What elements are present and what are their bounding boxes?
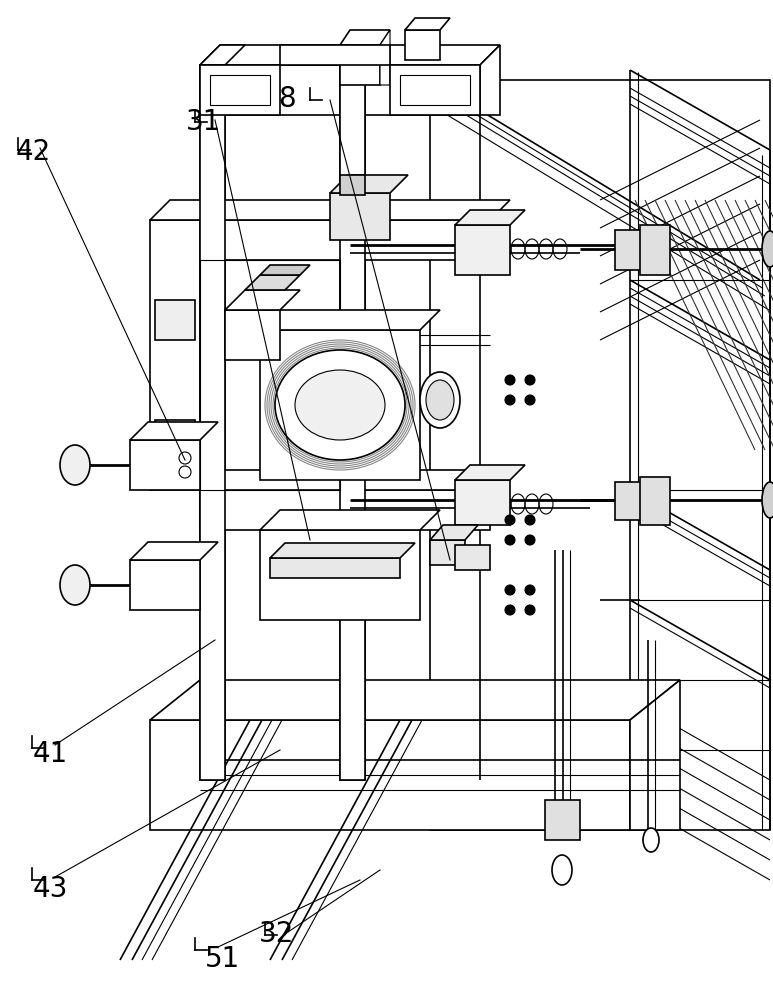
Ellipse shape (505, 395, 515, 405)
Ellipse shape (525, 395, 535, 405)
Ellipse shape (525, 515, 535, 525)
Polygon shape (200, 65, 280, 115)
Text: 42: 42 (15, 138, 51, 166)
Ellipse shape (426, 380, 454, 420)
Polygon shape (640, 477, 670, 525)
Polygon shape (200, 200, 510, 220)
Polygon shape (155, 420, 195, 460)
Polygon shape (225, 290, 300, 310)
Polygon shape (455, 480, 510, 525)
Polygon shape (260, 265, 310, 275)
Ellipse shape (505, 585, 515, 595)
Polygon shape (200, 65, 225, 780)
Polygon shape (330, 193, 390, 240)
Polygon shape (155, 300, 195, 340)
Ellipse shape (60, 445, 90, 485)
Polygon shape (640, 225, 670, 275)
Text: 32: 32 (259, 920, 295, 948)
Polygon shape (405, 18, 450, 30)
Polygon shape (150, 200, 220, 220)
Polygon shape (340, 30, 390, 45)
Polygon shape (200, 45, 500, 65)
Ellipse shape (60, 565, 90, 605)
Ellipse shape (505, 375, 515, 385)
Polygon shape (130, 560, 200, 610)
Polygon shape (455, 210, 525, 225)
Polygon shape (150, 720, 630, 830)
Polygon shape (545, 800, 580, 840)
Ellipse shape (525, 585, 535, 595)
Polygon shape (630, 680, 680, 830)
Polygon shape (340, 65, 365, 780)
Polygon shape (615, 230, 645, 270)
Ellipse shape (762, 231, 773, 267)
Polygon shape (405, 30, 440, 60)
Polygon shape (270, 558, 400, 578)
Ellipse shape (762, 482, 773, 518)
Polygon shape (260, 310, 440, 330)
Polygon shape (260, 330, 420, 480)
Ellipse shape (505, 535, 515, 545)
Polygon shape (130, 542, 218, 560)
Polygon shape (390, 65, 480, 115)
Text: 51: 51 (205, 945, 240, 973)
Polygon shape (200, 220, 490, 260)
Polygon shape (480, 45, 500, 115)
Polygon shape (280, 45, 390, 65)
Polygon shape (200, 470, 510, 490)
Polygon shape (340, 175, 365, 195)
Ellipse shape (505, 515, 515, 525)
Polygon shape (330, 175, 408, 193)
Polygon shape (150, 680, 680, 720)
Polygon shape (340, 45, 380, 85)
Ellipse shape (643, 828, 659, 852)
Ellipse shape (295, 370, 385, 440)
Polygon shape (245, 275, 300, 290)
Polygon shape (455, 465, 525, 480)
Polygon shape (430, 525, 478, 540)
Polygon shape (270, 543, 415, 558)
Polygon shape (340, 45, 385, 65)
Polygon shape (130, 422, 218, 440)
Ellipse shape (525, 605, 535, 615)
Polygon shape (260, 530, 420, 620)
Polygon shape (260, 510, 440, 530)
Text: 43: 43 (32, 875, 68, 903)
Polygon shape (430, 540, 465, 565)
Text: 8: 8 (278, 85, 296, 113)
Ellipse shape (525, 535, 535, 545)
Polygon shape (200, 490, 490, 530)
Polygon shape (200, 65, 480, 115)
Polygon shape (380, 30, 390, 85)
Polygon shape (455, 225, 510, 275)
Polygon shape (200, 65, 225, 780)
Polygon shape (130, 440, 200, 490)
Ellipse shape (420, 372, 460, 428)
Ellipse shape (552, 855, 572, 885)
Polygon shape (615, 482, 645, 520)
Polygon shape (150, 220, 200, 490)
Polygon shape (455, 545, 490, 570)
Polygon shape (200, 45, 245, 65)
Ellipse shape (525, 375, 535, 385)
Text: 31: 31 (186, 108, 221, 136)
Ellipse shape (275, 350, 405, 460)
Text: 41: 41 (32, 740, 68, 768)
Polygon shape (225, 310, 280, 360)
Polygon shape (340, 65, 365, 780)
Ellipse shape (505, 605, 515, 615)
